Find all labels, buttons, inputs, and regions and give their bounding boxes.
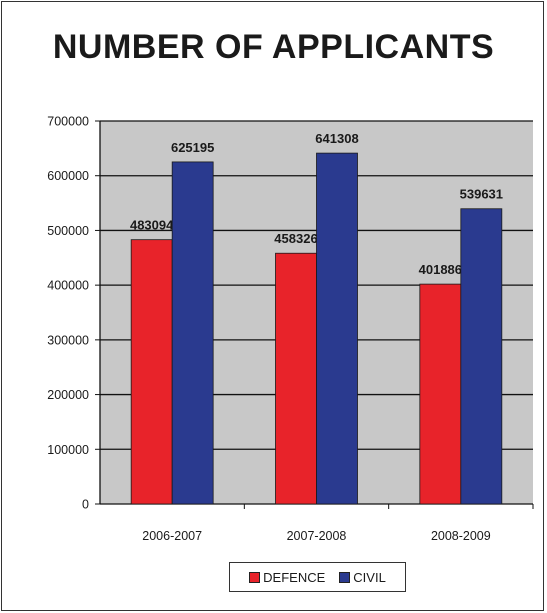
bar-civil xyxy=(171,161,214,505)
legend-label-defence: DEFENCE xyxy=(263,569,326,585)
y-tick-label: 500000 xyxy=(47,224,89,238)
chart-title: NUMBER OF APPLICANTS xyxy=(52,28,495,66)
x-tick-label: 2006-2007 xyxy=(142,529,202,543)
legend-item-civil: CIVIL xyxy=(339,570,386,585)
bar-defence xyxy=(130,239,173,505)
legend-item-defence: DEFENCE xyxy=(249,570,325,585)
data-label-civil: 641308 xyxy=(315,131,358,146)
data-label-civil: 539631 xyxy=(460,187,503,202)
chart-legend: DEFENCE CIVIL xyxy=(229,562,406,592)
y-tick-label: 0 xyxy=(82,498,89,512)
bar-civil xyxy=(460,208,503,505)
y-tick-label: 400000 xyxy=(47,279,89,293)
bar-defence xyxy=(419,283,462,505)
data-label-defence: 458326 xyxy=(274,231,317,246)
data-label-defence: 483094 xyxy=(130,218,174,233)
y-tick-label: 200000 xyxy=(47,388,89,402)
bar-civil xyxy=(316,152,358,505)
legend-swatch-civil xyxy=(339,571,351,583)
x-tick-label: 2007-2008 xyxy=(287,529,347,543)
y-tick-label: 300000 xyxy=(47,333,89,347)
y-tick-label: 100000 xyxy=(47,443,89,457)
bar-defence xyxy=(275,252,317,505)
y-tick-label: 600000 xyxy=(47,169,89,183)
legend-swatch-defence xyxy=(249,571,261,583)
data-label-defence: 401886 xyxy=(419,262,462,277)
legend-label-civil: CIVIL xyxy=(353,569,386,585)
y-tick-label: 700000 xyxy=(47,115,89,129)
x-tick-label: 2008-2009 xyxy=(431,529,491,543)
data-label-civil: 625195 xyxy=(171,140,214,155)
